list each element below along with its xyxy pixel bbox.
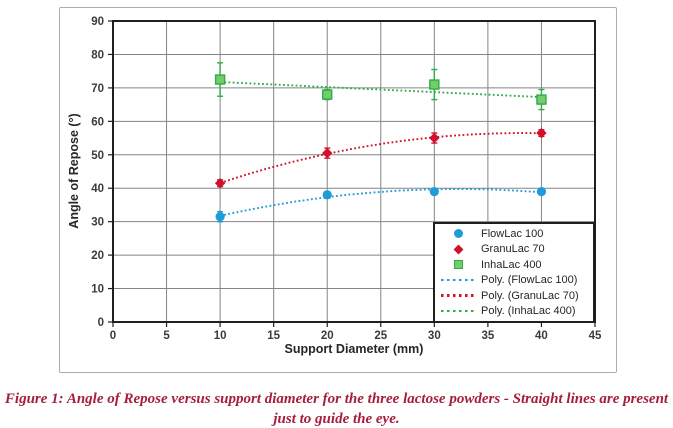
x-tick-label: 10 <box>214 330 227 342</box>
trendline-inhalac-400 <box>220 81 542 99</box>
x-tick-label: 20 <box>321 330 334 342</box>
marker-diamond-granulac-70 <box>429 132 440 144</box>
marker-square-inhalac-400 <box>429 79 440 90</box>
x-tick-label: 35 <box>481 330 494 342</box>
marker-circle-flowlac-100 <box>215 212 225 222</box>
marker-circle-flowlac-100 <box>429 186 439 197</box>
y-tick-label: 20 <box>91 250 104 262</box>
marker-circle-flowlac-100 <box>322 190 332 200</box>
diamond-marker-icon <box>453 244 463 255</box>
x-axis-title: Support Diameter (mm) <box>284 342 424 356</box>
legend-item: GranuLac 70 <box>435 242 593 257</box>
x-tick-label: 25 <box>374 330 387 342</box>
y-tick-label: 30 <box>91 217 104 229</box>
x-tick-label: 5 <box>163 330 170 342</box>
legend-item: Poly. (GranuLac 70) <box>435 288 593 303</box>
legend-item: InhaLac 400 <box>435 257 593 272</box>
circle-marker-icon <box>453 229 463 239</box>
y-tick-label: 10 <box>91 284 104 296</box>
marker-diamond-granulac-70 <box>214 178 226 189</box>
legend: FlowLac 100 GranuLac 70 InhaLac 400 Poly. (… <box>433 222 595 323</box>
legend-item: FlowLac 100 <box>435 226 593 241</box>
legend-marker <box>435 260 481 270</box>
legend-label: Poly. (InhaLac 400) <box>481 305 576 318</box>
marker-diamond-granulac-70 <box>536 127 547 139</box>
y-tick-label: 40 <box>91 183 104 195</box>
legend-marker <box>435 244 481 255</box>
x-tick-label: 0 <box>110 330 116 342</box>
marker-diamond-granulac-70 <box>322 147 333 159</box>
legend-trendline-swatch <box>435 309 481 313</box>
legend-label: GranuLac 70 <box>481 243 545 256</box>
marker-square-inhalac-400 <box>322 89 333 100</box>
plot-border <box>112 20 596 323</box>
legend-label: Poly. (GranuLac 70) <box>481 289 579 302</box>
marker-circle-flowlac-100 <box>536 186 547 197</box>
x-tick-label: 40 <box>535 330 548 342</box>
legend-label: Poly. (FlowLac 100) <box>481 274 578 287</box>
marker-square-inhalac-400 <box>214 74 226 85</box>
y-tick-label: 50 <box>91 150 104 162</box>
y-tick-label: 60 <box>91 116 104 128</box>
legend-label: FlowLac 100 <box>481 227 544 240</box>
trendline-granulac-70 <box>219 132 542 184</box>
y-tick-label: 0 <box>98 317 104 329</box>
dotted-line-icon <box>441 294 475 297</box>
y-tick-label: 90 <box>91 16 104 28</box>
dotted-line-icon <box>441 278 475 282</box>
dotted-line-icon <box>441 309 475 313</box>
x-tick-label: 45 <box>589 330 602 342</box>
legend-trendline-swatch <box>435 278 481 282</box>
legend-marker <box>435 229 481 239</box>
x-tick-label: 15 <box>267 330 280 342</box>
y-axis-title: Angle of Repose (°) <box>67 113 81 229</box>
y-tick-label: 70 <box>91 83 104 95</box>
legend-item: Poly. (InhaLac 400) <box>435 304 593 319</box>
legend-item: Poly. (FlowLac 100) <box>435 273 593 288</box>
x-tick-label: 30 <box>428 330 441 342</box>
square-marker-icon <box>453 260 463 270</box>
y-tick-label: 80 <box>91 49 104 61</box>
figure-caption: Figure 1: Angle of Repose versus support… <box>4 391 669 427</box>
trendline-flowlac-100 <box>219 188 542 217</box>
marker-square-inhalac-400 <box>536 94 547 105</box>
legend-trendline-swatch <box>435 294 481 297</box>
legend-label: InhaLac 400 <box>481 258 542 271</box>
